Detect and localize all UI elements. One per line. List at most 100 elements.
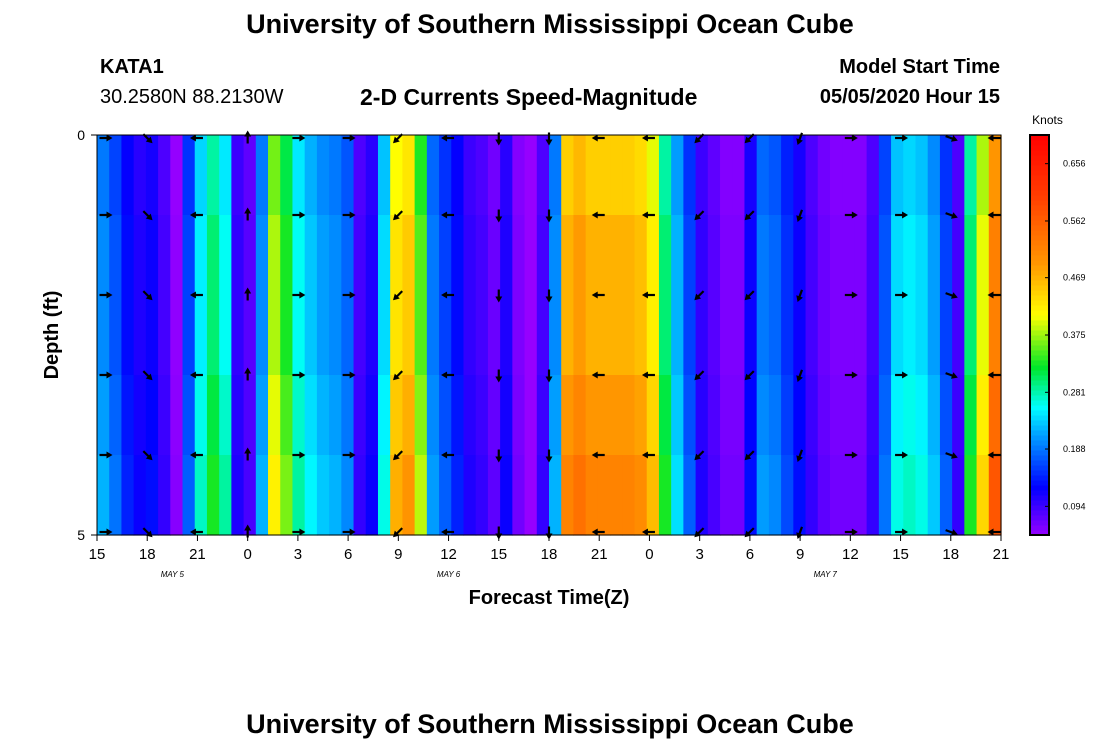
heatmap-cell xyxy=(109,215,123,296)
heatmap-cell xyxy=(683,455,697,536)
current-arrow xyxy=(441,134,455,142)
heatmap-cell xyxy=(707,375,721,456)
current-arrow xyxy=(495,209,503,223)
current-arrow xyxy=(796,449,804,463)
colorbar-segment xyxy=(1030,470,1049,476)
colorbar-segment xyxy=(1030,250,1049,256)
heatmap-cell xyxy=(695,135,709,216)
colorbar-segment xyxy=(1030,275,1049,281)
heatmap-cell xyxy=(304,215,318,296)
heatmap-cell xyxy=(964,295,978,376)
heatmap-cell xyxy=(891,375,904,456)
heatmap-cell xyxy=(842,455,856,536)
heatmap-cell xyxy=(524,135,538,216)
heatmap-cell xyxy=(170,295,184,376)
current-arrow xyxy=(342,451,356,459)
current-arrow xyxy=(441,528,455,536)
heatmap-cell xyxy=(402,455,416,536)
heatmap-cell xyxy=(781,295,794,376)
current-arrow xyxy=(796,289,804,303)
heatmap-cell xyxy=(561,295,575,376)
heatmap-cell xyxy=(536,215,550,296)
heatmap-cell xyxy=(170,455,184,536)
current-arrow xyxy=(945,452,958,459)
colorbar-tick-label: 0.188 xyxy=(1063,444,1086,454)
heatmap-cell xyxy=(658,375,672,456)
heatmap-cell xyxy=(255,295,269,376)
heatmap-cell xyxy=(744,295,758,376)
heatmap-cell xyxy=(939,375,953,456)
colorbar-segment xyxy=(1030,450,1049,456)
heatmap-cell xyxy=(964,375,978,456)
heatmap-cell xyxy=(817,135,831,216)
heatmap-cell xyxy=(573,295,587,376)
heatmap-cell xyxy=(194,455,208,536)
current-arrow xyxy=(844,211,858,219)
heatmap-cell xyxy=(683,215,697,296)
heatmap-cell xyxy=(817,375,831,456)
heatmap-cell xyxy=(194,375,208,456)
current-arrow xyxy=(342,291,356,299)
current-arrow xyxy=(189,134,203,142)
heatmap-cell xyxy=(658,455,672,536)
colorbar-segment xyxy=(1030,175,1049,181)
colorbar-segment xyxy=(1030,380,1049,386)
colorbar-segment xyxy=(1030,435,1049,441)
heatmap-cell xyxy=(964,135,978,216)
heatmap-cell xyxy=(585,135,599,216)
y-tick-label: 5 xyxy=(77,527,85,543)
heatmap-cell xyxy=(145,135,159,216)
heatmap-cell xyxy=(915,215,929,296)
heatmap-cell xyxy=(903,375,917,456)
heatmap-cell xyxy=(109,295,123,376)
heatmap-cell xyxy=(524,215,538,296)
heatmap-cell xyxy=(475,375,489,456)
current-arrow xyxy=(987,134,1001,142)
heatmap-cell xyxy=(805,135,819,216)
heatmap-cell xyxy=(463,135,477,216)
current-arrow xyxy=(292,211,306,219)
heatmap-cell xyxy=(878,295,892,376)
colorbar-segment xyxy=(1030,430,1049,436)
heatmap-cell xyxy=(512,375,526,456)
heatmap-cell xyxy=(903,455,917,536)
current-arrow xyxy=(342,211,356,219)
heatmap-cell xyxy=(573,135,587,216)
heatmap-cell xyxy=(109,135,123,216)
heatmap-cell xyxy=(866,215,880,296)
heatmap-cell xyxy=(817,295,831,376)
heatmap-cell xyxy=(158,215,171,296)
heatmap-cell xyxy=(292,375,306,456)
current-arrow xyxy=(189,451,203,459)
heatmap-cell xyxy=(316,215,330,296)
heatmap-cell xyxy=(671,295,684,376)
heatmap-cell xyxy=(268,215,281,296)
x-tick-label: 9 xyxy=(394,546,402,563)
heatmap-cell xyxy=(561,455,575,536)
heatmap-cell xyxy=(634,295,648,376)
current-arrow xyxy=(99,371,113,379)
current-arrow xyxy=(694,290,705,301)
current-arrow xyxy=(244,207,252,221)
colorbar-segment xyxy=(1030,260,1049,266)
colorbar-tick-label: 0.281 xyxy=(1063,387,1086,397)
current-arrow xyxy=(189,528,203,536)
heatmap-cell xyxy=(793,375,807,456)
current-arrow xyxy=(142,210,153,221)
colorbar-segment xyxy=(1030,330,1049,336)
heatmap-cell xyxy=(255,455,269,536)
heatmap-cell xyxy=(206,135,220,216)
date-label: MAY 7 xyxy=(814,570,838,579)
colorbar-segment xyxy=(1030,410,1049,416)
heatmap-cell xyxy=(97,215,110,296)
heatmap-cell xyxy=(720,295,733,376)
heatmap-cell xyxy=(854,455,868,536)
colorbar-segment xyxy=(1030,200,1049,206)
heatmap-cell xyxy=(377,215,391,296)
heatmap-cell xyxy=(732,375,746,456)
heatmap-cell xyxy=(341,295,355,376)
heatmap-cell xyxy=(891,135,904,216)
heatmap-cell xyxy=(829,455,843,536)
heatmap-cell xyxy=(720,215,733,296)
